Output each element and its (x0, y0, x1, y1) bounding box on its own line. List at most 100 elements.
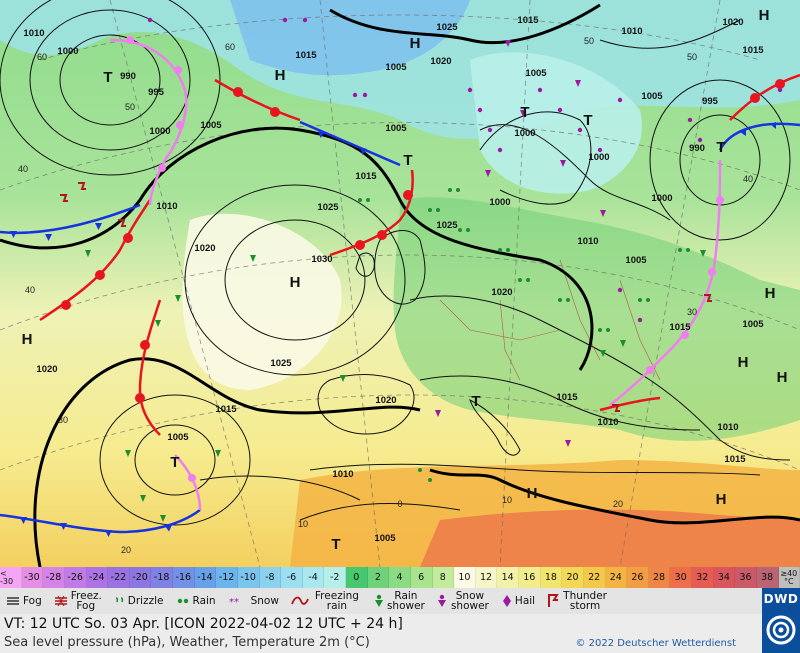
degree-label: 40 (18, 164, 28, 174)
main-isobars (0, 3, 800, 567)
warm-front-markers (61, 79, 785, 403)
legend-label: Hail (514, 595, 536, 607)
legend-snow-shower: Snow shower (437, 591, 490, 611)
rain-symbols (358, 188, 690, 482)
weather-legend: Fog Freez. Fog Drizzle Rain ** Snow Free… (0, 588, 762, 614)
scale-step: -2 (324, 567, 346, 588)
degree-label: 60 (225, 42, 235, 52)
scale-step: 8 (432, 567, 455, 588)
isobar-label: 1015 (556, 392, 578, 403)
scale-step: 12 (475, 567, 498, 588)
drizzle-icon (115, 597, 123, 603)
legend-label: Snow shower (450, 590, 489, 612)
isobar-label: 1005 (385, 62, 407, 73)
scale-low-end: < -30 (0, 567, 22, 588)
pressure-center-low: T (716, 139, 725, 156)
scale-step: 16 (519, 567, 541, 588)
degree-label: 50 (687, 52, 697, 62)
isobar-label: 1005 (200, 120, 222, 131)
pressure-center-low: T (471, 393, 480, 410)
isobar-label: 1025 (270, 358, 292, 369)
isobar-label: 990 (120, 71, 136, 82)
scale-step: 6 (410, 567, 433, 588)
pressure-center-low: T (520, 104, 529, 121)
legend-freezing-rain: Freezing rain (291, 591, 362, 611)
isobar-label: 1010 (156, 201, 177, 212)
legend-label: Thunder storm (563, 590, 607, 612)
degree-label: 50 (584, 36, 594, 46)
scale-step: 28 (648, 567, 671, 588)
isobar-label: 990 (689, 143, 705, 154)
scale-step: -4 (302, 567, 325, 588)
isobar-label: 1000 (651, 193, 672, 204)
isobar-label: 1015 (215, 404, 237, 415)
pressure-center-high: H (716, 491, 727, 508)
isobar-label: 1000 (149, 126, 170, 137)
legend-snow: ** Snow (228, 596, 279, 607)
isobar-label: 1015 (295, 50, 317, 61)
isobar-label: 1005 (742, 319, 764, 330)
info-strip: VT: 12 UTC So. 03 Apr. [ICON 2022-04-02 … (0, 614, 762, 653)
cold-front-markers (10, 122, 776, 537)
scale-step: -8 (259, 567, 282, 588)
isobar-label: 1005 (385, 123, 407, 134)
isobar-label: 1000 (514, 128, 535, 139)
scale-step: -18 (151, 567, 173, 588)
scale-step: 24 (605, 567, 628, 588)
scale-step: -12 (216, 567, 238, 588)
isobar-label: 1010 (577, 236, 598, 247)
legend-freezing-fog: Freez. Fog (54, 591, 102, 611)
shower-symbols (85, 250, 706, 522)
legend-fog: Fog (6, 596, 42, 606)
scale-step: 14 (497, 567, 519, 588)
dwd-logo: DWD (762, 588, 800, 653)
rain-shower-icon (374, 594, 383, 607)
degree-label: 50 (125, 102, 135, 112)
degree-label: 40 (743, 174, 753, 184)
hot-region-sahara (420, 509, 800, 567)
scale-step: -28 (43, 567, 65, 588)
degree-label: 30 (58, 415, 68, 425)
pressure-center-low: T (331, 536, 340, 553)
isobar-label: 1010 (717, 422, 738, 433)
scale-step: -10 (237, 567, 260, 588)
scale-step: -20 (129, 567, 152, 588)
temperature-labels: 60 50 40 40 30 20 10 0 10 20 30 40 50 50… (18, 36, 753, 555)
snow-shower-icon (437, 594, 446, 607)
pressure-center-high: H (759, 7, 770, 24)
pressure-center-low: T (170, 454, 179, 471)
degree-label: 10 (298, 519, 308, 529)
pressure-center-high: H (275, 67, 286, 84)
scale-step: 30 (670, 567, 692, 588)
isobar-labels: 1010 1000 990 995 1000 1005 1010 1020 10… (23, 15, 764, 544)
scandinavia-cold (470, 52, 642, 194)
isobar-label: 1020 (36, 364, 57, 375)
pressure-center-high: H (410, 35, 421, 52)
weather-map: H H H H H H H H H H T T T T T T T T 1010… (0, 0, 800, 567)
legend-label: Rain (192, 595, 216, 607)
isobar-label: 1010 (621, 26, 642, 37)
scale-step: -16 (173, 567, 195, 588)
scale-step: 2 (367, 567, 390, 588)
pressure-center-high: H (290, 274, 301, 291)
scale-step: 22 (583, 567, 606, 588)
isobar-label: 1000 (57, 46, 78, 57)
rain-icon (177, 598, 188, 604)
pressure-center-high: H (777, 369, 788, 386)
snow-symbols (147, 17, 783, 323)
isobar-label: 1005 (374, 533, 396, 544)
pressure-center-high: H (738, 354, 749, 371)
isobar-label: 1030 (311, 254, 332, 265)
pressure-center-low: T (583, 112, 592, 129)
snow-icon: ** (229, 597, 239, 606)
warm-region-atlantic (182, 213, 342, 390)
legend-label: Freezing rain (314, 590, 359, 612)
legend-label: Rain shower (386, 590, 425, 612)
isobar-label: 1020 (375, 395, 396, 406)
scale-step: 34 (713, 567, 736, 588)
isobar-label: 1020 (430, 56, 451, 67)
isobar-label: 995 (702, 96, 719, 107)
coastlines (309, 111, 791, 476)
scale-step: 20 (562, 567, 584, 588)
